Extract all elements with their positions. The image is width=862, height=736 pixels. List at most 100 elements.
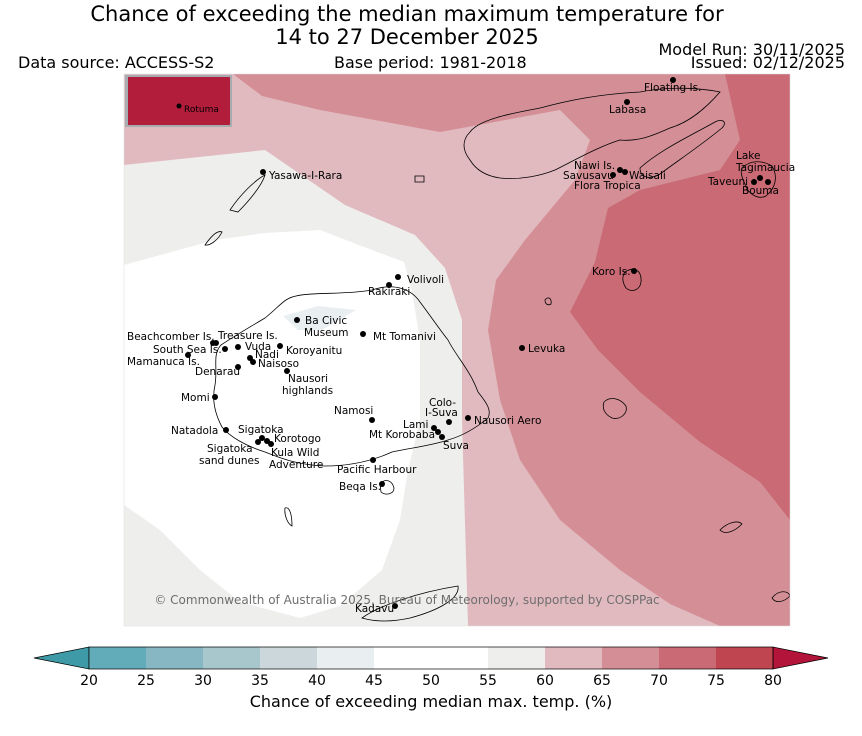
suva-label: Suva <box>443 440 469 452</box>
naisoso-marker <box>250 359 256 365</box>
band-70-75 <box>570 74 790 520</box>
south-sea-is-label: South Sea Is. <box>153 344 222 356</box>
map-frame <box>123 73 791 627</box>
koroyanitu-label: Koroyanitu <box>286 345 342 357</box>
base-period: Base period: 1981-2018 <box>334 53 527 72</box>
lami-marker <box>431 425 437 431</box>
beqa-is-label: Beqa Is. <box>339 481 381 493</box>
natadola-marker <box>223 427 229 433</box>
band-50-55 <box>124 230 420 618</box>
vuda-marker <box>235 344 241 350</box>
colorbar-bin-50-55 <box>431 647 488 669</box>
colorbar-tick-60: 60 <box>536 673 554 689</box>
colorbar-bin-45-50 <box>374 647 431 669</box>
mt-tomanivi-label: Mt Tomanivi <box>373 331 436 343</box>
pacific-harbour-label: Pacific Harbour <box>337 464 417 476</box>
colo-i-suva-marker <box>446 419 452 425</box>
south-sea-is-marker <box>222 346 228 352</box>
momi-label: Momi <box>181 392 210 404</box>
colorbar-tick-25: 25 <box>137 673 155 689</box>
sigatoka-sand-dunes-label-1: Sigatoka <box>207 443 253 455</box>
koro-is-label: Koro Is. <box>592 266 631 278</box>
colorbar-bin-65-70 <box>602 647 659 669</box>
ba-civic-museum-label-1: Ba Civic <box>305 315 347 327</box>
mt-korobaba-marker <box>435 429 441 435</box>
nawi-is-label: Nawi Is. <box>574 160 615 172</box>
sigatoka-label: Sigatoka <box>238 424 284 436</box>
koroyanitu-marker <box>277 343 283 349</box>
savusavu-label: Savusavu <box>563 170 614 182</box>
colorbar-label: Chance of exceeding median max. temp. (%… <box>249 692 613 711</box>
nadi-label: Nadi <box>255 349 279 361</box>
colorbar-tick-30: 30 <box>194 673 212 689</box>
data-source: Data source: ACCESS-S2 <box>18 53 215 72</box>
lake-tagimaucia-marker <box>757 175 763 181</box>
colorbar-over-arrow <box>772 646 829 670</box>
treasure-is-marker <box>213 340 219 346</box>
namosi-marker <box>369 417 375 423</box>
floating-is-marker <box>670 77 676 83</box>
sigatoka-sand-dunes-marker <box>255 439 261 445</box>
yasawa-i-rara-marker <box>260 169 266 175</box>
issued-date: Issued: 02/12/2025 <box>690 53 845 72</box>
nausori-highlands-label-1: Nausori <box>288 373 328 385</box>
yasawa-i-rara-label: Yasawa-I-Rara <box>268 170 342 182</box>
labasa-label: Labasa <box>609 104 646 116</box>
inset-field <box>128 77 230 125</box>
taveuni-marker <box>751 179 757 185</box>
colorbar-tick-70: 70 <box>650 673 668 689</box>
rakiraki-label: Rakiraki <box>368 286 410 298</box>
korotogo-label: Korotogo <box>274 433 321 445</box>
lami-label: Lami <box>403 419 428 431</box>
colorbar-tick-35: 35 <box>251 673 269 689</box>
nausori-highlands-label-2: highlands <box>282 385 333 397</box>
kadavu-label: Kadavu <box>355 603 394 615</box>
nawi-is-marker <box>617 167 623 173</box>
labasa-marker <box>624 99 630 105</box>
namosi-label: Namosi <box>334 405 373 417</box>
denarau-label: Denarau <box>195 366 240 378</box>
colorbar-tick-20: 20 <box>80 673 98 689</box>
volivoli-label: Volivoli <box>407 274 444 286</box>
nausori-aero-marker <box>465 415 471 421</box>
colo-i-suva-label-2: I-Suva <box>425 407 458 419</box>
beachcomber-is-label: Beachcomber Is. <box>127 331 215 343</box>
kadavu-marker <box>392 603 398 609</box>
nausori-highlands-marker <box>284 368 290 374</box>
treasure-is-label: Treasure Is. <box>217 330 278 342</box>
waisali-label: Waisali <box>629 170 666 182</box>
colorbar-under-arrow <box>33 646 90 670</box>
momi-marker <box>212 394 218 400</box>
floating-is-label: Floating Is. <box>644 82 701 94</box>
colorbar: 20 25 30 35 40 45 50 55 60 65 70 75 80 <box>33 646 829 689</box>
lake-tagimaucia-label-2: Tagimaucia <box>735 162 795 174</box>
natadola-label: Natadola <box>171 425 218 437</box>
mamanuca-is-marker <box>185 352 191 358</box>
nausori-aero-label: Nausori Aero <box>474 415 541 427</box>
vuda-label: Vuda <box>245 341 271 353</box>
rotuma-label: Rotuma <box>184 105 219 115</box>
waisali-marker <box>622 169 628 175</box>
bouma-marker <box>765 179 771 185</box>
colorbar-bin-75-80 <box>716 647 773 669</box>
sigatoka-marker <box>259 435 265 441</box>
model-run: Model Run: 30/11/2025 <box>658 40 846 59</box>
kula-wild-adventure-label-2: Adventure <box>269 459 323 471</box>
copyright-text: © Commonwealth of Australia 2025, Bureau… <box>154 593 659 607</box>
flora-tropica-label: Flora Tropica <box>574 180 641 192</box>
levuka-label: Levuka <box>528 343 565 355</box>
ba-low-spot <box>283 306 356 330</box>
kula-wild-adventure-marker <box>268 441 274 447</box>
colorbar-bin-25-30 <box>146 647 203 669</box>
colorbar-bin-30-35 <box>203 647 260 669</box>
naisoso-label: Naisoso <box>258 358 299 370</box>
suva-marker <box>439 434 445 440</box>
colorbar-bin-20-25 <box>89 647 146 669</box>
colorbar-outline <box>88 646 774 670</box>
title-line-1: Chance of exceeding the median maximum t… <box>90 2 724 26</box>
ba-civic-museum-marker <box>294 317 300 323</box>
probability-field <box>124 74 790 626</box>
mamanuca-is-label: Mamanuca Is. <box>127 356 200 368</box>
koro-is-marker <box>631 268 637 274</box>
